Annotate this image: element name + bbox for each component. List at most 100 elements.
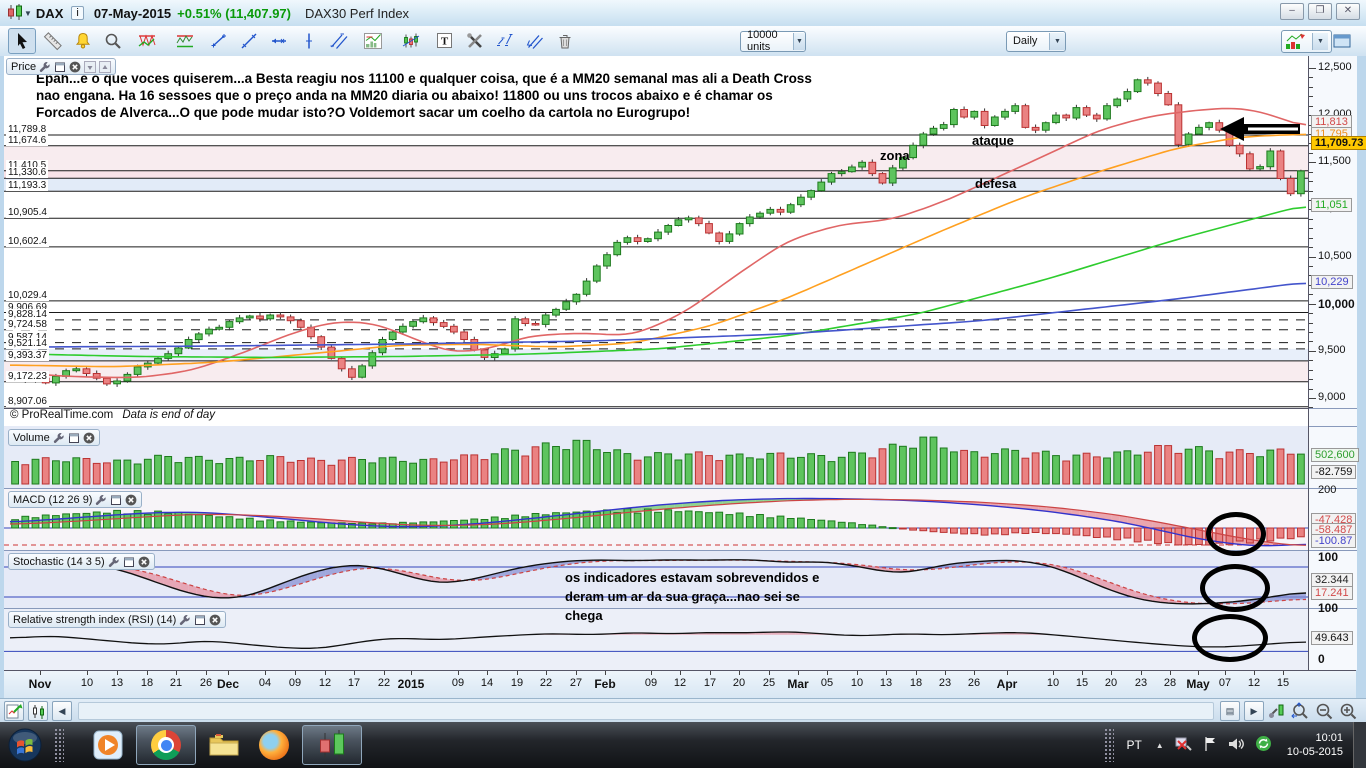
network-icon[interactable] — [1175, 736, 1193, 755]
explorer-icon[interactable] — [202, 726, 246, 764]
axis-panel-separator — [1309, 408, 1357, 409]
panel-close-icon[interactable] — [69, 61, 81, 73]
volume-panel-header[interactable]: Volume — [8, 429, 100, 446]
time-axis-label: 17 — [703, 677, 717, 689]
restore-button[interactable]: ❐ — [1308, 3, 1332, 20]
info-button[interactable]: i — [71, 6, 84, 20]
horizontal-scrollbar[interactable] — [78, 702, 1214, 720]
macd-panel-header[interactable]: MACD (12 26 9) — [8, 491, 143, 508]
stochastic-panel-header[interactable]: Stochastic (14 3 5) — [8, 553, 155, 570]
tool-parallel-channel-icon[interactable] — [522, 29, 548, 53]
tool-alarm-icon[interactable] — [70, 29, 96, 53]
circle-drawing-rsi[interactable] — [1192, 614, 1268, 662]
tool-forecast-icon[interactable] — [356, 29, 390, 53]
rsi-panel-header[interactable]: Relative strength index (RSI) (14) — [8, 611, 227, 628]
panel-move-down-icon[interactable] — [84, 60, 97, 73]
chart-text-annotation[interactable]: Epah...é o que voces quiserem...a Besta … — [36, 71, 812, 120]
tool-vertical-line-icon[interactable] — [296, 29, 322, 53]
compare-symbol-icon[interactable] — [28, 701, 48, 721]
tool-delete-icon[interactable] — [552, 29, 578, 53]
price-axis-column[interactable]: 12,50012,00011,50011,00010,50010,0009,50… — [1308, 56, 1366, 670]
panel-close-icon[interactable] — [83, 432, 95, 444]
panel-move-up-icon[interactable] — [99, 60, 112, 73]
stochastic-annotation[interactable]: os indicadores estavam sobrevendidos e d… — [565, 570, 820, 623]
tool-pattern-down-icon[interactable] — [130, 29, 164, 53]
chrome-icon[interactable] — [136, 725, 196, 765]
black-arrow-drawing[interactable] — [1218, 114, 1304, 144]
tool-parallel-lines-icon[interactable] — [326, 29, 352, 53]
tool-segment-icon[interactable] — [206, 29, 232, 53]
minimize-button[interactable]: – — [1280, 3, 1304, 20]
tool-pointer-icon[interactable] — [8, 28, 36, 54]
tool-pattern-up-icon[interactable] — [168, 29, 202, 53]
scroll-right-button[interactable]: ▶ — [1244, 701, 1264, 721]
timeframe-dropdown-icon[interactable]: ▼ — [1049, 32, 1065, 50]
panel-close-icon[interactable] — [138, 556, 150, 568]
media-player-icon[interactable] — [86, 726, 130, 764]
tool-measure-icon[interactable] — [492, 29, 518, 53]
price-level-label: 8,907.06 — [6, 395, 49, 407]
label-ataque[interactable]: ataque — [972, 133, 1014, 148]
panel-settings-icon[interactable] — [108, 556, 120, 568]
price-level-label: 9,393.37 — [6, 349, 49, 361]
candles — [11, 76, 1305, 387]
panel-settings-icon[interactable] — [95, 494, 107, 506]
scrollbar-menu-button[interactable]: ▤ — [1220, 701, 1240, 721]
chart-type-button[interactable]: ▼ — [1281, 29, 1332, 53]
time-tick — [605, 671, 606, 675]
panel-window-icon[interactable] — [123, 556, 135, 568]
axis-minor-tick — [1309, 350, 1316, 352]
time-tick — [886, 671, 887, 675]
chart-window-icon[interactable] — [1332, 29, 1352, 53]
start-button[interactable] — [3, 726, 47, 764]
export-chart-icon[interactable] — [4, 701, 24, 721]
tool-ruler-icon[interactable] — [40, 29, 66, 53]
panel-window-icon[interactable] — [68, 432, 80, 444]
show-desktop-button[interactable] — [1353, 722, 1366, 768]
scroll-left-button[interactable]: ◀ — [52, 701, 72, 721]
symbol-label[interactable]: DAX — [35, 5, 64, 21]
tool-drawing-tools-icon[interactable] — [462, 29, 488, 53]
label-defesa[interactable]: defesa — [975, 176, 1017, 191]
units-dropdown-icon[interactable]: ▼ — [793, 32, 805, 50]
tool-price-markup-icon[interactable] — [394, 29, 428, 53]
time-axis[interactable]: Nov 10 13 18 21 26 Dec 04 09 12 17 22 2015 09 14 19 22 27… — [0, 670, 1366, 699]
chart-type-dropdown-icon[interactable]: ▼ — [1312, 32, 1328, 50]
zoom-in-icon[interactable] — [1338, 702, 1358, 720]
panel-close-icon[interactable] — [209, 614, 221, 626]
language-indicator[interactable]: PT — [1126, 738, 1142, 752]
time-axis-label: 18 — [909, 677, 923, 689]
timeframe-select[interactable]: Daily ▼ — [1005, 30, 1066, 52]
panel-window-icon[interactable] — [54, 61, 66, 73]
action-center-flag-icon[interactable] — [1203, 736, 1217, 755]
tray-expand-icon[interactable]: ▲ — [1155, 740, 1164, 750]
firefox-icon[interactable] — [252, 726, 296, 764]
panel-settings-icon[interactable] — [179, 614, 191, 626]
chart-settings-icon[interactable] — [1268, 702, 1286, 720]
units-select[interactable]: 10000 units ▼ — [740, 29, 806, 53]
zoom-out-icon[interactable] — [1314, 702, 1334, 720]
panel-settings-icon[interactable] — [39, 61, 51, 73]
panel-close-icon[interactable] — [125, 494, 137, 506]
price-level-label: 9,172.23 — [6, 370, 49, 382]
panel-window-icon[interactable] — [110, 494, 122, 506]
prorealtime-icon[interactable] — [302, 725, 362, 765]
tool-trendline-icon[interactable] — [236, 29, 262, 53]
tool-horizontal-line-icon[interactable] — [266, 29, 292, 53]
time-axis-label: 12 — [318, 677, 332, 689]
tool-zoom-area-icon[interactable] — [100, 29, 126, 53]
axis-panel-separator — [1309, 550, 1357, 551]
zoom-fit-icon[interactable] — [1290, 702, 1310, 720]
volume-speaker-icon[interactable] — [1227, 736, 1245, 755]
circle-drawing-macd[interactable] — [1206, 512, 1266, 556]
symbol-dropdown-icon[interactable]: ▼ — [24, 8, 32, 18]
circle-drawing-stochastic[interactable] — [1200, 564, 1270, 612]
update-sync-icon[interactable] — [1255, 735, 1272, 755]
price-panel-header[interactable]: Price — [6, 58, 117, 75]
panel-settings-icon[interactable] — [53, 432, 65, 444]
panel-window-icon[interactable] — [194, 614, 206, 626]
taskbar-clock[interactable]: 10:01 10-05-2015 — [1287, 731, 1343, 759]
tool-text-icon[interactable]: T — [432, 29, 458, 53]
label-zona[interactable]: zona — [880, 148, 910, 163]
close-button[interactable]: ✕ — [1336, 3, 1360, 20]
